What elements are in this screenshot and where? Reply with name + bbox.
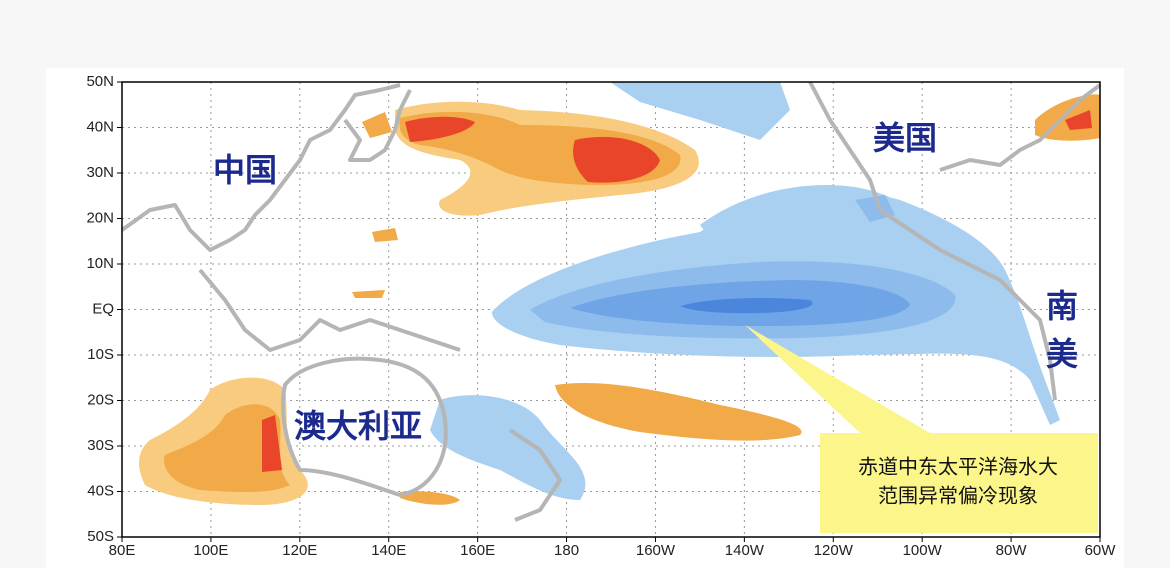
lon-label: 160E <box>460 542 495 559</box>
lon-label: 120W <box>814 542 854 559</box>
lat-label: 50S <box>87 528 114 545</box>
lat-label: 30S <box>87 437 114 454</box>
lon-label: 80W <box>996 542 1028 559</box>
callout-box <box>820 433 1098 533</box>
lon-label: 140W <box>725 542 765 559</box>
lat-label: 50N <box>86 73 114 90</box>
warm-anomaly <box>138 94 1100 505</box>
lon-label: 180 <box>554 542 579 559</box>
lat-label: 20N <box>86 209 114 226</box>
lon-label: 100W <box>903 542 943 559</box>
lon-label: 100E <box>193 542 228 559</box>
callout-pointer <box>745 325 930 433</box>
lon-label: 60W <box>1085 542 1117 559</box>
lat-label: 30N <box>86 164 114 181</box>
coastlines <box>120 81 1102 522</box>
region-label: 美 <box>1046 335 1078 373</box>
region-label: 美国 <box>873 119 937 157</box>
region-label: 中国 <box>213 151 277 189</box>
lon-label: 160W <box>636 542 676 559</box>
region-label: 澳大利亚 <box>294 407 422 445</box>
cold-anomaly <box>430 82 1060 500</box>
lon-label: 80E <box>109 542 136 559</box>
lat-label: 10S <box>87 346 114 363</box>
annotation-text: 范围异常偏冷现象 <box>878 484 1038 508</box>
annotation-text: 赤道中东太平洋海水大 <box>858 455 1058 479</box>
lat-label: 40S <box>87 482 114 499</box>
lat-label: EQ <box>92 300 114 317</box>
region-label: 南 <box>1046 287 1078 325</box>
lat-label: 20S <box>87 391 114 408</box>
lat-label: 40N <box>86 118 114 135</box>
lon-label: 140E <box>371 542 406 559</box>
lon-label: 120E <box>282 542 317 559</box>
lat-label: 10N <box>86 255 114 272</box>
